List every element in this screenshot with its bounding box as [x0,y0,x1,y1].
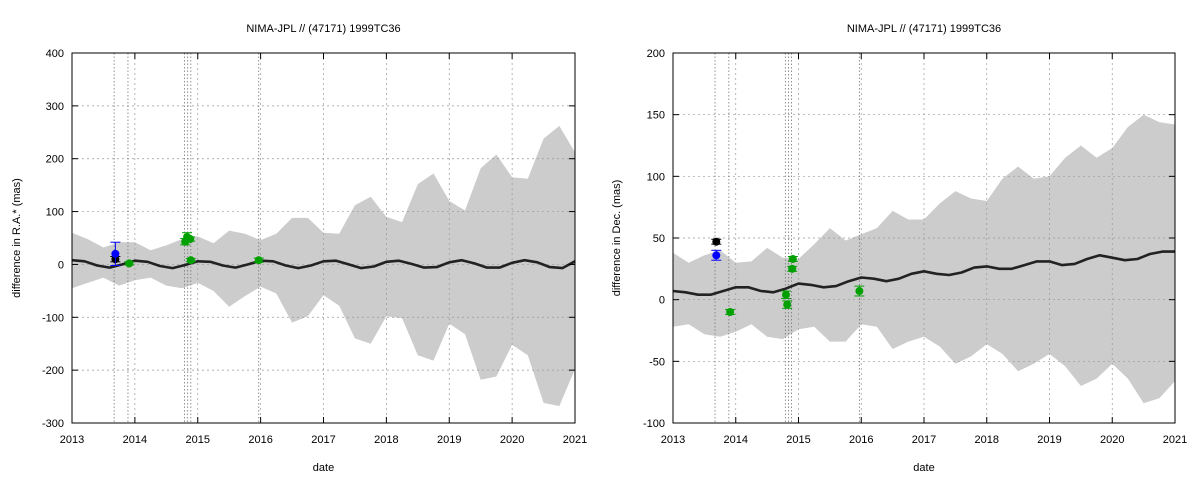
data-point [788,264,797,273]
x-tick-label: 2017 [311,434,335,446]
data-point [726,308,735,316]
data-point [783,300,792,309]
y-tick-label: 100 [46,207,64,219]
y-tick-label: -300 [42,418,64,430]
y-tick-label: -50 [649,356,665,368]
x-tick-label: 2019 [1037,434,1061,446]
x-tick-label: 2014 [123,434,147,446]
data-point [712,237,721,246]
x-axis-label: date [313,462,334,474]
data-point [712,251,721,260]
ra-chart: -300 -200 -100 0 100 200 300 400 2013 2014 2015 201… [11,23,587,474]
dec-chart: -100 -50 0 50 100 150 200 2013 2014 2015 2016 2017 2… [611,23,1187,474]
data-point [186,235,195,244]
y-tick-label: -200 [42,365,64,377]
x-tick-label: 2013 [60,434,84,446]
x-axis-label: date [913,462,934,474]
data-point [781,290,790,299]
chart-title: NIMA-JPL // (47171) 1999TC36 [246,23,400,35]
x-tick-label: 2016 [248,434,272,446]
y-tick-label: 0 [659,295,665,307]
y-tick-label: 200 [46,154,64,166]
data-point [855,287,864,296]
data-point [186,256,195,265]
chart-title: NIMA-JPL // (47171) 1999TC36 [847,23,1001,35]
x-tick-label: 2015 [186,434,210,446]
x-tick-label: 2019 [437,434,461,446]
data-point [125,259,134,268]
y-tick-label: 200 [647,48,665,60]
x-tick-label: 2021 [563,434,587,446]
model-curve [672,250,1175,297]
y-tick-label: 300 [46,101,64,113]
x-tick-label: 2017 [912,434,936,446]
x-tick-label: 2020 [500,434,524,446]
y-tick-label: -100 [643,418,665,430]
data-point [254,256,263,265]
y-axis-label: difference in R.A.* (mas) [11,178,23,298]
data-point [788,254,797,263]
y-tick-label: 0 [58,259,64,271]
uncertainty-band [72,125,575,407]
y-tick-label: -100 [42,312,64,324]
x-tick-label: 2020 [1100,434,1124,446]
x-tick-label: 2015 [786,434,810,446]
x-tick-label: 2016 [849,434,873,446]
y-tick-label: 100 [647,171,665,183]
y-tick-label: 50 [653,233,665,245]
x-tick-label: 2018 [374,434,398,446]
data-point [111,249,120,258]
x-tick-label: 2021 [1163,434,1187,446]
y-tick-label: 150 [647,110,665,122]
x-tick-label: 2014 [724,434,748,446]
y-axis-label: difference in Dec. (mas) [611,180,623,297]
y-tick-label: 400 [46,48,64,60]
x-tick-label: 2013 [661,434,685,446]
model-curve [71,258,576,270]
x-tick-label: 2018 [975,434,999,446]
